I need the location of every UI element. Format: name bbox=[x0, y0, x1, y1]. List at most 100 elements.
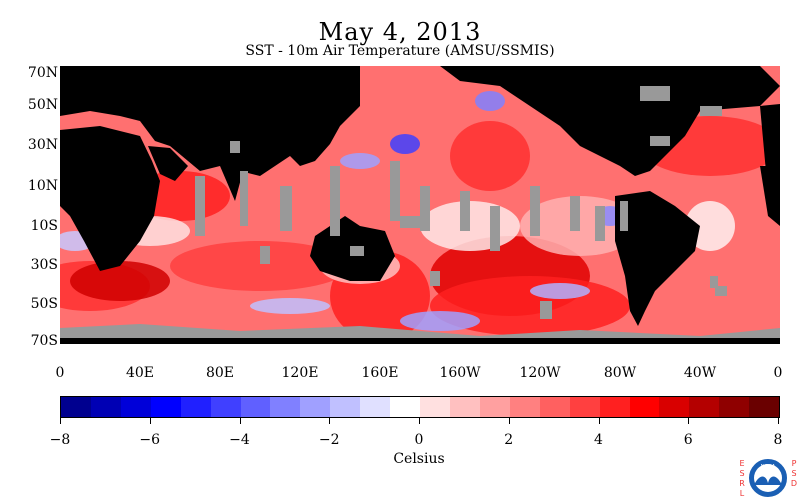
colorbar-swatch bbox=[689, 397, 720, 417]
colorbar-tick bbox=[419, 418, 420, 424]
continent-asia bbox=[60, 66, 360, 176]
no-data-swath bbox=[195, 176, 205, 236]
lon-label-7: 80W bbox=[603, 365, 637, 381]
colorbar-swatch bbox=[180, 397, 211, 417]
no-data-swath bbox=[260, 246, 270, 264]
anomaly-region bbox=[340, 153, 380, 169]
colorbar-tick bbox=[688, 418, 690, 424]
colorbar-swatch bbox=[479, 397, 510, 417]
map-title: May 4, 2013 bbox=[318, 18, 482, 46]
lat-label-30n: 30N bbox=[27, 137, 58, 153]
colorbar-tick-label: −2 bbox=[318, 432, 340, 448]
colorbar-tick-label: 0 bbox=[414, 432, 424, 448]
svg-text:S: S bbox=[739, 469, 744, 478]
no-data-swath bbox=[540, 301, 552, 319]
colorbar-swatch bbox=[90, 397, 121, 417]
lon-label-3: 120E bbox=[281, 365, 319, 381]
no-data-swath bbox=[390, 161, 400, 221]
anomaly-region bbox=[450, 121, 530, 191]
no-data-swath bbox=[400, 216, 420, 228]
lat-label-50n: 50N bbox=[27, 97, 58, 113]
colorbar-tick bbox=[598, 418, 600, 424]
svg-text:R: R bbox=[739, 479, 745, 488]
colorbar-tick-label: 6 bbox=[683, 432, 693, 448]
colorbar-swatch bbox=[150, 397, 181, 417]
no-data-swath bbox=[460, 191, 470, 231]
continent-north-america bbox=[440, 66, 780, 176]
colorbar-tick bbox=[329, 418, 331, 424]
antarctica bbox=[60, 338, 780, 344]
colorbar-tick bbox=[508, 418, 510, 424]
colorbar-swatch bbox=[449, 397, 480, 417]
colorbar-swatch bbox=[390, 397, 421, 417]
lat-label-70n: 70N bbox=[27, 65, 58, 81]
no-data-swath bbox=[710, 276, 718, 288]
lat-label-70s: 70S bbox=[30, 333, 58, 349]
lon-label-2: 80E bbox=[205, 365, 235, 381]
colorbar-swatch bbox=[509, 397, 540, 417]
colorbar-swatch bbox=[719, 397, 750, 417]
lat-label-30s: 30S bbox=[30, 257, 58, 273]
colorbar-swatch bbox=[210, 397, 241, 417]
colorbar-swatch bbox=[240, 397, 271, 417]
anomaly-region bbox=[475, 91, 505, 111]
colorbar-tick bbox=[239, 418, 241, 424]
colorbar-swatch bbox=[629, 397, 660, 417]
no-data-swath bbox=[420, 186, 430, 231]
colorbar-swatch bbox=[360, 397, 391, 417]
colorbar-tick bbox=[60, 418, 61, 424]
colorbar-tick-label: 4 bbox=[594, 432, 603, 448]
no-data-swath bbox=[570, 196, 580, 231]
map-subtitle: SST - 10m Air Temperature (AMSU/SSMIS) bbox=[245, 43, 555, 59]
anomaly-region bbox=[530, 283, 590, 299]
colorbar-tick-label: −8 bbox=[49, 432, 71, 448]
svg-text:NOAA: NOAA bbox=[761, 464, 776, 470]
lat-label-50s: 50S bbox=[30, 296, 58, 312]
colorbar-swatch bbox=[569, 397, 600, 417]
colorbar-swatch bbox=[659, 397, 690, 417]
lon-label-4: 160E bbox=[361, 365, 399, 381]
no-data-swath bbox=[230, 141, 240, 153]
lon-label-1: 40E bbox=[125, 365, 155, 381]
no-data-swath bbox=[650, 136, 670, 146]
continent-africa bbox=[60, 126, 160, 271]
no-data-swath bbox=[280, 186, 292, 231]
colorbar-tick-label: 8 bbox=[773, 432, 783, 448]
no-data-swath bbox=[490, 206, 500, 251]
svg-text:L: L bbox=[740, 489, 745, 498]
anomaly-region bbox=[400, 311, 480, 331]
lon-label-6: 120W bbox=[519, 365, 561, 381]
colorbar-tick bbox=[778, 418, 779, 424]
color-scale-bar bbox=[60, 396, 780, 418]
svg-text:S: S bbox=[791, 469, 796, 478]
colorbar-tick-label: −4 bbox=[229, 432, 250, 448]
lat-label-10s: 10S bbox=[30, 218, 58, 234]
colorbar-swatch bbox=[599, 397, 630, 417]
lon-label-0: 0 bbox=[55, 365, 65, 381]
no-data-swath bbox=[620, 201, 628, 231]
continent-greenland bbox=[680, 66, 760, 91]
svg-text:P: P bbox=[792, 459, 797, 468]
no-data-swath bbox=[715, 286, 727, 296]
colorbar-tick-label: 2 bbox=[504, 432, 514, 448]
anomaly-region bbox=[70, 261, 170, 301]
colorbar-swatch bbox=[539, 397, 570, 417]
no-data-swath bbox=[330, 166, 340, 236]
continent-arabia bbox=[148, 146, 188, 181]
no-data-swath bbox=[640, 86, 670, 101]
colorbar-tick-label: −6 bbox=[139, 432, 161, 448]
continent-india bbox=[220, 164, 245, 201]
continent-south-america bbox=[615, 191, 700, 326]
lon-label-8: 40W bbox=[683, 365, 717, 381]
no-data-swath bbox=[240, 171, 248, 226]
continent-africa-west-edge bbox=[760, 166, 780, 226]
colorbar-swatch bbox=[270, 397, 301, 417]
lon-label-5: 160W bbox=[439, 365, 481, 381]
no-data-swath bbox=[530, 186, 540, 236]
lat-label-10n: 10N bbox=[27, 178, 58, 194]
colorbar-swatch bbox=[300, 397, 331, 417]
no-data-swath bbox=[430, 271, 440, 286]
colorbar-swatch bbox=[120, 397, 151, 417]
svg-text:D: D bbox=[791, 479, 797, 488]
colorbar-swatch bbox=[749, 397, 780, 417]
